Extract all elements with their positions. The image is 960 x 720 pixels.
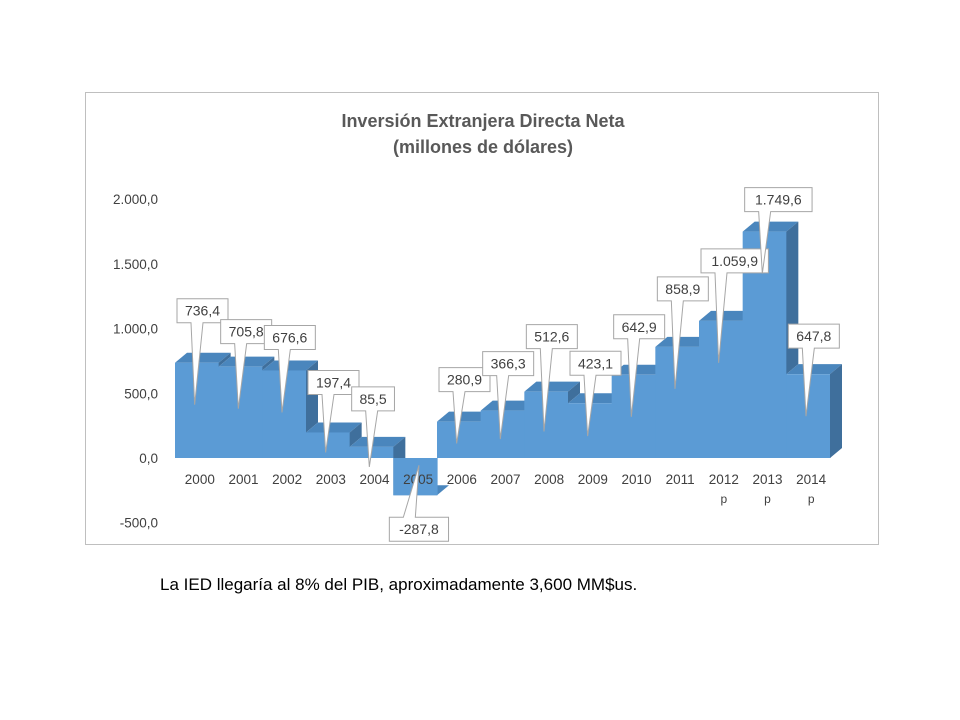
- data-label-callout: [263, 324, 316, 413]
- chart-frame: Inversión Extranjera Directa Neta (millo…: [85, 92, 879, 545]
- bar-top-face: [349, 436, 406, 447]
- data-label: -287,8: [399, 521, 439, 537]
- data-label-callout: [613, 314, 666, 417]
- data-label: 1.749,6: [755, 192, 802, 208]
- x-tick-label: 2007: [490, 472, 520, 487]
- x-tick-label: 2002: [272, 472, 302, 487]
- data-label-callout: [176, 298, 229, 405]
- x-tick-label: 2008: [534, 472, 564, 487]
- bar-top-face: [306, 422, 362, 433]
- data-label-callout: [656, 276, 709, 389]
- y-tick-label: 2.000,0: [113, 192, 158, 207]
- bar-top-face: [262, 360, 318, 371]
- data-label: 423,1: [578, 355, 613, 371]
- data-label-callout: [388, 465, 450, 542]
- data-label: 85,5: [359, 391, 386, 407]
- chart-subtitle: (millones de dólares): [393, 137, 573, 157]
- bar-side-face: [218, 352, 231, 367]
- bar-top-face: [568, 393, 624, 404]
- x-tick-label: 2012: [709, 472, 739, 487]
- data-label-callout: [744, 187, 813, 274]
- data-label-callout: [307, 369, 360, 453]
- data-label: 705,8: [229, 324, 264, 340]
- data-labels: 736,4 705,8 676,6 197,4 85,5 -287,8 280,9 366,3…: [176, 187, 840, 542]
- bar-top-face: [655, 336, 711, 347]
- x-tick-label: 2011: [666, 472, 695, 487]
- x-tick-label: 2001: [228, 472, 258, 487]
- x-tick-label: 2009: [578, 472, 608, 487]
- bar-top-face: [786, 364, 842, 375]
- data-label-callout: [525, 324, 578, 432]
- x-tick-label: 2010: [621, 472, 651, 487]
- data-label: 280,9: [447, 372, 482, 388]
- bar-top-face: [480, 400, 537, 411]
- data-label: 736,4: [185, 303, 220, 319]
- bar-top-face: [175, 352, 231, 363]
- bar-top-face: [437, 411, 493, 422]
- y-tick-label: 1.000,0: [113, 322, 158, 337]
- data-label: 642,9: [622, 319, 657, 335]
- bar-top-face: [524, 381, 580, 392]
- data-label: 647,8: [796, 328, 831, 344]
- y-tick-label: -500,0: [120, 516, 158, 531]
- bar-side-face: [262, 356, 275, 371]
- caption-text: La IED llegaría al 8% del PIB, aproximad…: [160, 575, 638, 594]
- x-tick-label: 2014: [796, 472, 827, 487]
- data-label-callout: [787, 323, 840, 417]
- bar-side-face: [830, 364, 842, 458]
- data-label-callout: [700, 248, 769, 363]
- data-label: 858,9: [665, 281, 700, 297]
- chart-title: Inversión Extranjera Directa Neta: [341, 111, 625, 131]
- bar-top-face: [742, 221, 799, 232]
- x-tick-label: 2003: [316, 472, 346, 487]
- x-tick-label: 2006: [447, 472, 477, 487]
- data-label-callout: [569, 350, 622, 437]
- y-tick-label: 0,0: [139, 451, 158, 466]
- x-tick-note: p: [808, 492, 815, 506]
- data-label: 676,6: [272, 329, 307, 345]
- bar-side-face: [349, 422, 362, 447]
- bar-2012: [699, 320, 744, 458]
- x-tick-note: p: [764, 492, 771, 506]
- x-axis-categories: 2000200120022003200420052006200720082009…: [185, 472, 827, 506]
- data-label: 512,6: [534, 329, 569, 345]
- data-label: 366,3: [491, 356, 526, 372]
- x-tick-label: 2013: [752, 472, 782, 487]
- x-tick-note: p: [720, 492, 727, 506]
- x-tick-label: 2004: [359, 472, 390, 487]
- bar-top-face: [611, 364, 668, 375]
- data-label-callout: [220, 319, 273, 409]
- y-tick-label: 1.500,0: [113, 257, 158, 272]
- x-tick-label: 2000: [185, 472, 215, 487]
- bar-side-face: [568, 381, 580, 404]
- data-label: 197,4: [316, 374, 351, 390]
- y-axis-ticks: -500,0 0,0 500,0 1.000,0 1.500,0 2.000,0: [113, 192, 158, 531]
- bar-side-face: [786, 221, 799, 375]
- bar-top-face: [218, 356, 275, 367]
- y-tick-label: 500,0: [124, 386, 158, 401]
- chart-svg: Inversión Extranjera Directa Neta (millo…: [113, 111, 842, 542]
- data-label-callout: [351, 386, 395, 468]
- data-label: 1.059,9: [711, 253, 758, 269]
- bar-top-face: [699, 310, 755, 321]
- data-label-callout: [482, 351, 535, 440]
